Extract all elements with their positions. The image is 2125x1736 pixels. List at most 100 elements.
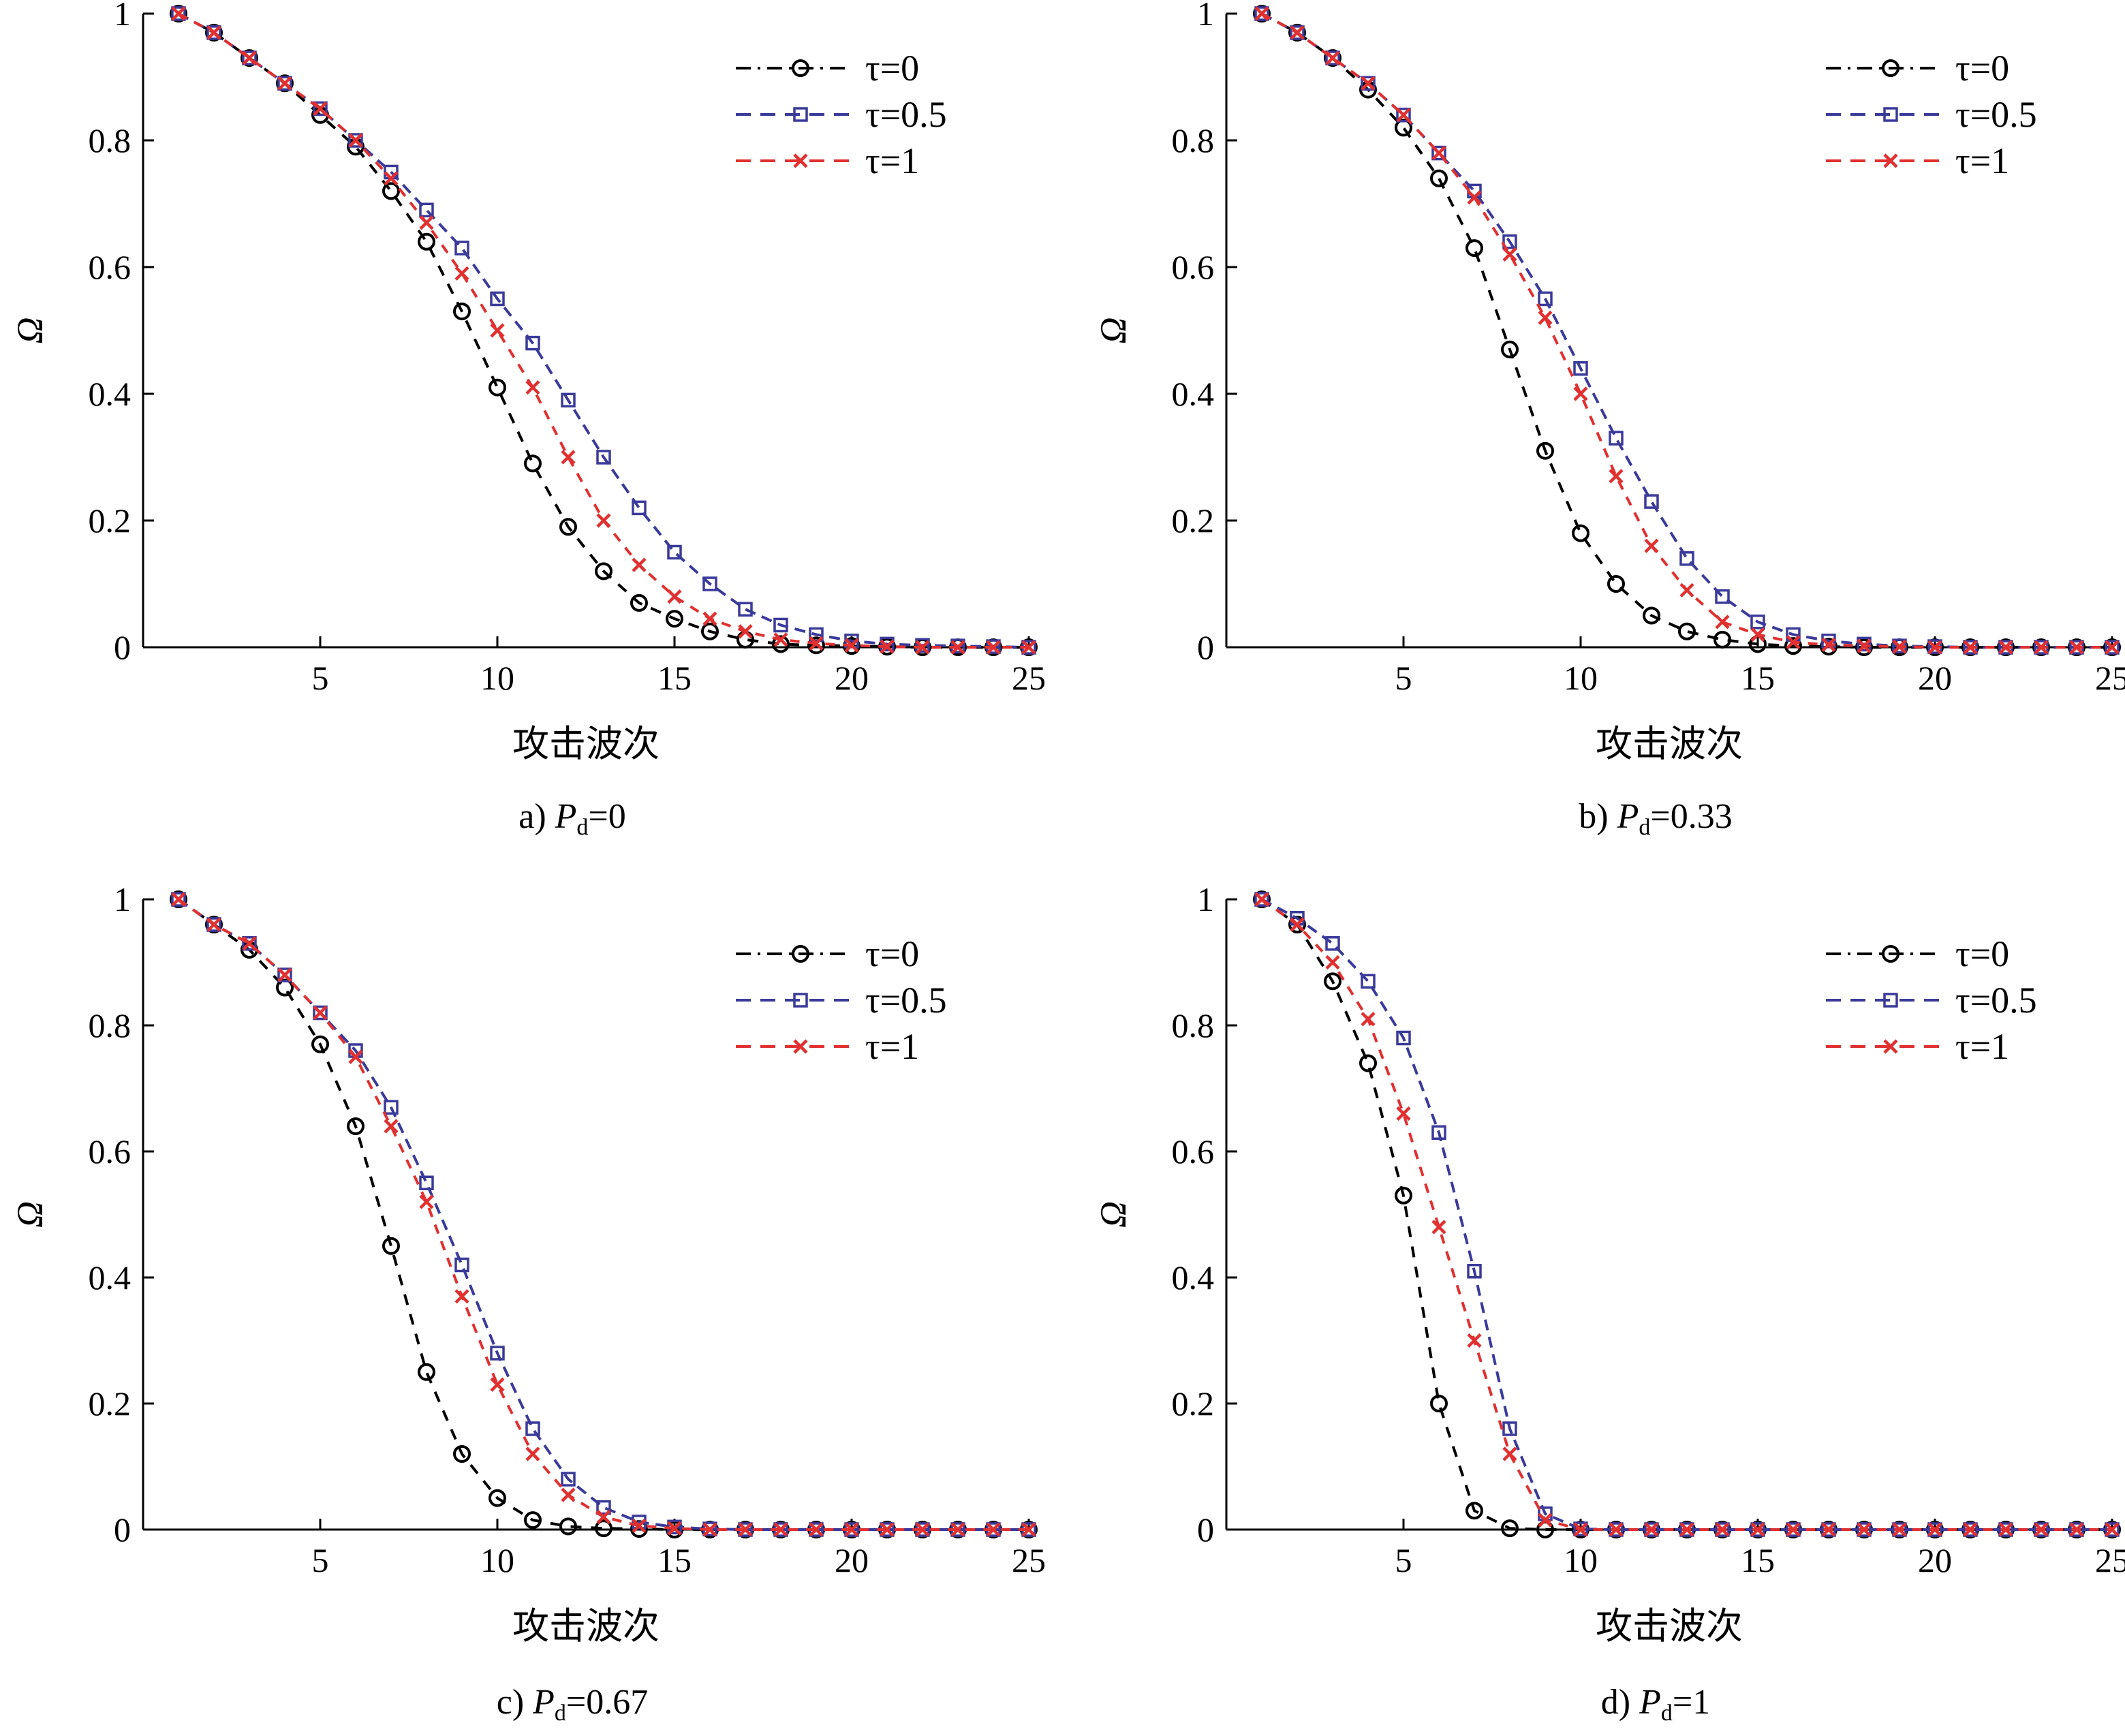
series-markers-2 <box>1254 892 2120 1537</box>
data-point <box>1502 1421 1517 1436</box>
data-point <box>561 1487 576 1502</box>
data-point <box>525 380 540 395</box>
data-point <box>419 202 434 218</box>
legend-marker <box>1883 107 1898 122</box>
y-tick-label: 0 <box>1197 628 1214 666</box>
data-point <box>418 1363 435 1381</box>
data-point <box>1467 1264 1482 1279</box>
legend: τ=0 τ=0.5 τ=1 <box>1826 933 2037 1067</box>
legend-label: τ=0.5 <box>865 980 947 1021</box>
data-point <box>490 323 505 338</box>
data-point <box>313 1005 328 1021</box>
data-point <box>561 1472 576 1487</box>
data-point <box>702 1522 717 1537</box>
data-point <box>1573 386 1588 401</box>
legend-marker <box>792 945 809 963</box>
y-tick-label: 0 <box>1197 1510 1214 1549</box>
data-point <box>632 1515 647 1530</box>
data-point <box>1607 575 1625 593</box>
data-point <box>2103 638 2121 656</box>
x-tick-label: 25 <box>2095 659 2125 697</box>
y-tick-label: 0.2 <box>89 1384 131 1423</box>
data-point <box>986 1522 1001 1537</box>
series-line-0 <box>178 12 1029 649</box>
data-point <box>206 25 221 40</box>
y-tick-label: 1 <box>114 0 131 33</box>
y-tick-label: 0.6 <box>89 1132 131 1171</box>
data-point <box>1361 1012 1376 1027</box>
data-point <box>1715 1522 1730 1537</box>
data-point <box>1467 1333 1482 1348</box>
legend-label: τ=0.5 <box>1955 94 2037 135</box>
data-point <box>1361 76 1376 91</box>
legend-label: τ=0.5 <box>1955 980 2037 1021</box>
data-point <box>915 1522 930 1537</box>
data-point <box>1713 630 1731 649</box>
data-point <box>561 392 576 408</box>
data-point <box>277 967 292 982</box>
data-point <box>1679 551 1694 566</box>
data-point <box>1465 1502 1483 1520</box>
data-point <box>701 622 719 640</box>
data-point <box>347 1117 364 1135</box>
data-point <box>809 1522 824 1537</box>
data-point <box>1644 1522 1659 1537</box>
y-tick-label: 0.6 <box>89 248 131 286</box>
data-point <box>596 1500 611 1515</box>
data-point <box>915 638 930 653</box>
data-point <box>702 576 717 591</box>
legend-label: τ=1 <box>865 140 919 181</box>
data-point <box>1679 1522 1694 1537</box>
data-point <box>1430 1395 1448 1412</box>
data-point <box>1786 634 1801 650</box>
data-point <box>738 624 753 639</box>
data-point <box>311 1035 329 1053</box>
data-point <box>880 636 895 652</box>
x-tick-label: 20 <box>1918 1541 1952 1579</box>
chart-caption: b) Pd=0.33 <box>1579 797 1732 840</box>
data-point <box>453 1445 471 1463</box>
legend-label: τ=0 <box>1955 48 2009 89</box>
y-tick-label: 0.4 <box>89 375 131 413</box>
legend-label: τ=1 <box>1955 140 2009 181</box>
data-point <box>1431 146 1446 161</box>
data-point <box>1396 1106 1411 1121</box>
data-point <box>1855 638 1873 656</box>
y-axis-title: Ω <box>10 317 50 343</box>
x-tick-label: 10 <box>1564 1541 1598 1579</box>
data-point <box>1538 1513 1553 1528</box>
data-point <box>1644 538 1659 553</box>
data-point <box>1892 1522 1907 1537</box>
data-point <box>1927 640 1942 655</box>
data-point <box>206 917 221 932</box>
data-point <box>2034 640 2049 655</box>
data-point <box>632 557 647 572</box>
data-point <box>277 76 292 91</box>
data-point <box>880 1522 895 1537</box>
data-point <box>1536 441 1554 460</box>
data-point <box>1715 615 1730 630</box>
x-tick-label: 15 <box>1741 1541 1775 1579</box>
series-markers-2 <box>1254 6 2120 655</box>
data-point <box>1290 25 1305 40</box>
data-point <box>1502 1446 1517 1461</box>
data-point <box>1465 239 1483 258</box>
series-markers-1 <box>1254 892 2120 1537</box>
data-point <box>844 638 859 653</box>
data-point <box>1784 637 1802 655</box>
data-point <box>1325 50 1340 65</box>
legend-marker <box>792 59 809 77</box>
data-point <box>488 1489 506 1507</box>
data-point <box>738 602 753 617</box>
data-point <box>561 450 576 465</box>
data-point <box>242 50 257 65</box>
data-point <box>1998 1522 2013 1537</box>
data-point <box>2034 1522 2049 1537</box>
data-point <box>2105 640 2120 655</box>
data-point <box>1609 431 1624 446</box>
data-point <box>313 1005 328 1021</box>
data-point <box>1750 1522 1765 1537</box>
data-point <box>1573 1522 1588 1537</box>
x-tick-label: 25 <box>1012 1541 1046 1579</box>
data-point <box>773 1522 788 1537</box>
